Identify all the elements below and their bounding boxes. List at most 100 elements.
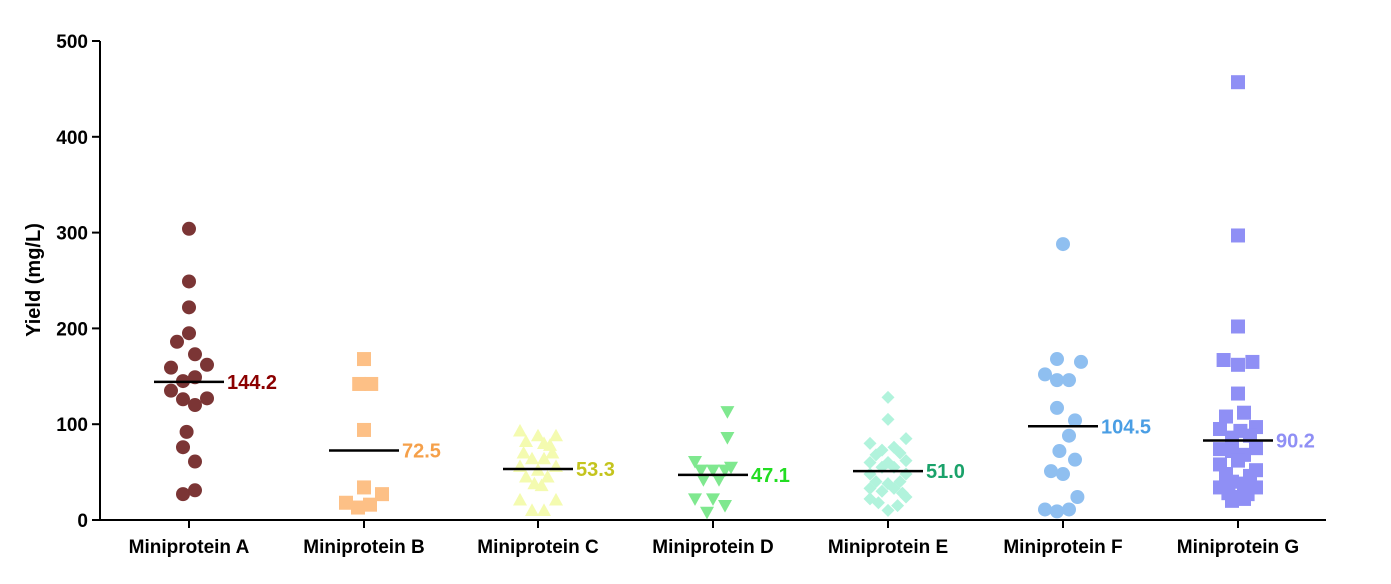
data-point (200, 357, 214, 372)
data-point (1213, 421, 1227, 436)
mean-label: 90.2 (1276, 430, 1315, 452)
mean-label: 72.5 (402, 441, 441, 463)
data-point (1231, 453, 1245, 468)
data-point (1231, 386, 1245, 401)
data-point (869, 448, 883, 462)
data-point (1038, 502, 1052, 517)
data-point (516, 445, 531, 459)
y-tick-label: 200 (56, 319, 88, 340)
data-point (525, 451, 539, 465)
data-point (1068, 452, 1082, 467)
data-point (875, 484, 889, 498)
series-6 (1038, 237, 1088, 519)
x-tick-label: Miniprotein F (1003, 537, 1122, 558)
data-point (1074, 354, 1088, 369)
data-point (363, 497, 377, 512)
data-point (720, 406, 735, 419)
data-point (188, 483, 202, 498)
data-point (893, 446, 907, 460)
data-point (863, 481, 877, 495)
data-point (375, 487, 389, 502)
data-point (170, 334, 184, 349)
data-point (1225, 430, 1239, 445)
data-point (881, 503, 895, 517)
data-point (352, 376, 367, 391)
data-point (1062, 373, 1076, 388)
data-point (1062, 428, 1076, 443)
x-tick-label: Miniprotein E (828, 537, 948, 558)
data-point (182, 274, 196, 289)
data-point (540, 469, 555, 483)
data-point (200, 391, 214, 406)
data-point (188, 398, 202, 413)
mean-lines: 144.2 72.5 53.3 47.1 51.0 104.5 90.2 (154, 372, 1315, 487)
x-tick-label: Miniprotein D (652, 537, 773, 558)
data-point (1237, 491, 1251, 506)
y-axis: 0 100 200 300 400 500 (56, 32, 101, 532)
data-point (700, 506, 714, 520)
data-point (1231, 75, 1245, 90)
data-point (706, 464, 720, 478)
data-point (531, 428, 545, 442)
data-point (706, 493, 720, 506)
data-point (519, 434, 533, 448)
data-point (712, 474, 726, 487)
mean-label: 144.2 (227, 372, 277, 394)
series-7 (1213, 75, 1263, 508)
data-point (899, 454, 913, 468)
data-point (549, 428, 563, 442)
mean-label: 47.1 (751, 465, 790, 487)
x-tick-label: Miniprotein C (477, 537, 599, 558)
data-point (543, 438, 557, 451)
data-point (549, 492, 563, 506)
data-point (537, 451, 551, 465)
data-point (1056, 467, 1070, 482)
data-point (688, 455, 702, 469)
data-point (1056, 237, 1070, 252)
y-tick-label: 300 (56, 224, 88, 245)
data-point (188, 347, 202, 362)
data-point (1213, 442, 1227, 457)
data-point (1231, 228, 1245, 243)
data-point (694, 464, 708, 478)
data-point (1237, 405, 1251, 420)
data-point (1249, 441, 1263, 456)
data-point (1245, 354, 1260, 369)
mean-label: 51.0 (926, 461, 965, 483)
data-point (179, 424, 194, 439)
data-point (176, 392, 190, 407)
data-point (176, 487, 190, 502)
mean-label: 104.5 (1101, 416, 1151, 438)
data-point (1237, 476, 1251, 491)
x-axis: Miniprotein A Miniprotein B Miniprotein C M… (100, 519, 1326, 558)
data-point (1231, 357, 1245, 372)
x-tick-label: Miniprotein A (129, 537, 250, 558)
data-point (688, 493, 702, 506)
data-point (1243, 428, 1257, 443)
data-point (871, 496, 885, 510)
data-point (718, 464, 732, 478)
y-tick-label: 400 (56, 128, 88, 149)
data-point (1216, 353, 1231, 368)
data-point (188, 454, 202, 469)
y-tick-label: 500 (56, 32, 88, 53)
data-point (339, 495, 353, 510)
data-point (182, 221, 196, 236)
series-1 (164, 221, 214, 502)
data-point (887, 481, 901, 495)
y-tick-label: 0 (77, 511, 88, 532)
data-point (1038, 367, 1052, 382)
data-point (720, 432, 735, 445)
data-point (357, 480, 371, 495)
series-2 (339, 352, 389, 515)
data-point (1050, 504, 1064, 519)
y-axis-title: Yield (mg/L) (23, 223, 45, 337)
data-point (1068, 413, 1082, 428)
data-point (1231, 319, 1245, 334)
data-point (357, 422, 371, 437)
data-point (534, 478, 549, 492)
data-point (513, 492, 527, 506)
data-point (1225, 493, 1239, 508)
data-point (1052, 444, 1067, 459)
